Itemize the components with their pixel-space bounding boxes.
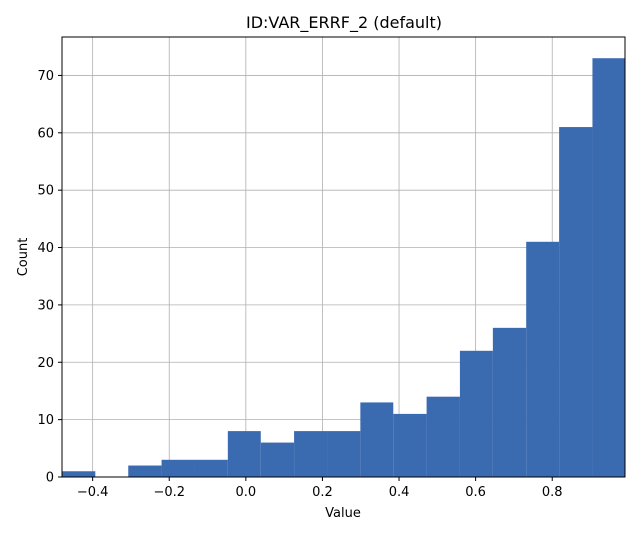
histogram-bar bbox=[360, 402, 394, 477]
y-tick-label: 60 bbox=[37, 126, 54, 141]
x-axis-ticks: −0.4 −0.2 0.0 0.2 0.4 0.6 0.8 bbox=[77, 477, 563, 500]
histogram-bar bbox=[559, 127, 593, 477]
histogram-bar bbox=[227, 431, 261, 477]
x-tick-label: 0.4 bbox=[389, 485, 410, 500]
chart-title: ID:VAR_ERRF_2 (default) bbox=[246, 13, 442, 33]
histogram-bar bbox=[327, 431, 361, 477]
x-tick-label: 0.0 bbox=[235, 485, 256, 500]
y-tick-label: 70 bbox=[37, 69, 54, 84]
histogram-bar bbox=[459, 350, 493, 477]
y-tick-label: 50 bbox=[37, 184, 54, 199]
y-axis-ticks: 0 10 20 30 40 50 60 70 bbox=[37, 69, 62, 486]
x-tick-label: 0.6 bbox=[465, 485, 486, 500]
x-axis-label: Value bbox=[325, 506, 361, 521]
y-axis-label: Count bbox=[16, 238, 31, 277]
histogram-bar bbox=[161, 459, 195, 477]
histogram-bar bbox=[426, 396, 460, 477]
histogram-bar bbox=[592, 58, 625, 477]
histogram-bar bbox=[393, 413, 427, 477]
plot-area-frame bbox=[61, 36, 626, 478]
y-tick-label: 30 bbox=[37, 298, 54, 313]
y-tick-label: 10 bbox=[37, 413, 54, 428]
y-tick-label: 0 bbox=[46, 471, 54, 486]
histogram-bar bbox=[492, 327, 527, 477]
histogram-bar bbox=[260, 442, 295, 477]
x-tick-label: 0.2 bbox=[312, 485, 333, 500]
histogram-bar bbox=[62, 471, 96, 477]
histogram-bar bbox=[128, 465, 162, 477]
histogram-bar bbox=[294, 431, 328, 477]
y-tick-label: 20 bbox=[37, 356, 54, 371]
x-tick-label: 0.8 bbox=[542, 485, 563, 500]
x-tick-label: −0.2 bbox=[153, 485, 185, 500]
histogram-bar bbox=[526, 241, 560, 477]
x-tick-label: −0.4 bbox=[77, 485, 109, 500]
histogram-bars bbox=[62, 58, 625, 477]
histogram-bar bbox=[194, 459, 228, 477]
y-tick-label: 40 bbox=[37, 241, 54, 256]
